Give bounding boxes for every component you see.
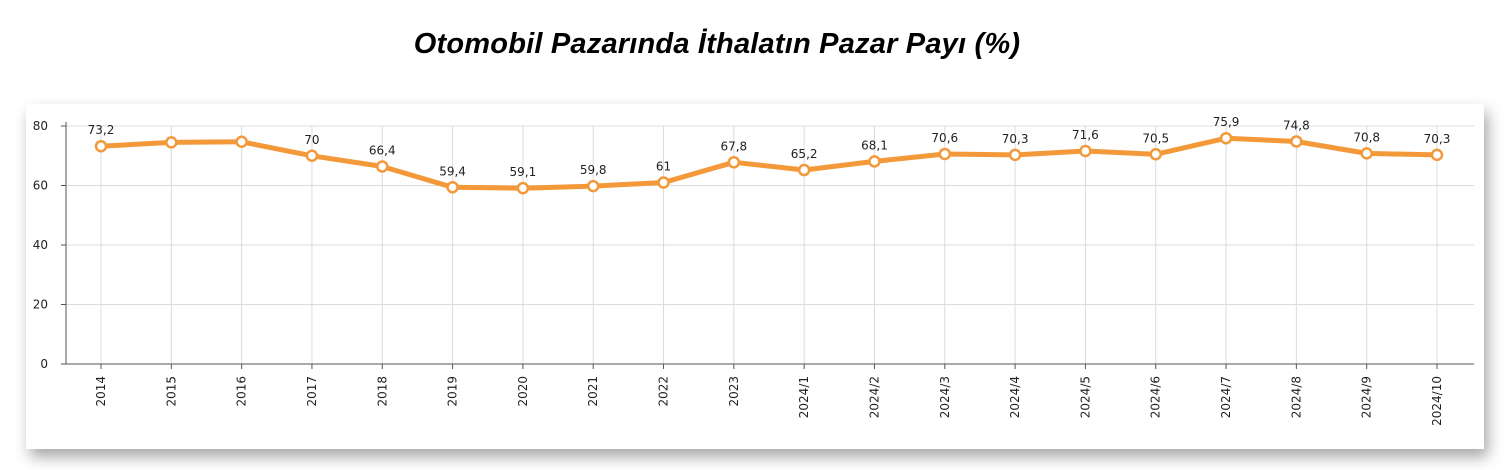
data-label: 71,6 (1072, 128, 1099, 142)
x-tick-label: 2024/5 (1078, 376, 1092, 418)
data-points (94, 131, 1444, 195)
x-tick-label: 2024/10 (1430, 376, 1444, 426)
data-point (516, 181, 530, 195)
x-tick-label: 2024/6 (1149, 376, 1163, 418)
x-tick-label: 2024/7 (1219, 376, 1233, 418)
x-tick-label: 2023 (727, 376, 741, 407)
x-tick-label: 2015 (164, 376, 178, 407)
x-tick-label: 2014 (94, 376, 108, 407)
x-tick-label: 2024/9 (1360, 376, 1374, 418)
data-point (446, 181, 459, 194)
data-point (797, 163, 811, 177)
data-label: 70,5 (1142, 131, 1169, 145)
x-axis-ticks: 2014 2015 2016 2017 2018 2019 2020 2021 2022 2023… (94, 364, 1444, 426)
data-point (1008, 148, 1022, 162)
data-label: 70,6 (931, 131, 958, 145)
chart-title: Otomobil Pazarında İthalatın Pazar Payı … (413, 28, 1021, 60)
x-tick-label: 2021 (586, 376, 600, 407)
x-tick-label: 2018 (375, 376, 389, 407)
x-tick-label: 2022 (657, 376, 671, 407)
x-tick-label: 2024/4 (1008, 376, 1022, 418)
data-label: 70,3 (1002, 132, 1029, 146)
data-label: 65,2 (791, 147, 818, 161)
x-tick-label: 2020 (516, 376, 530, 407)
y-tick-label: 20 (33, 298, 48, 312)
data-label: 61 (656, 160, 671, 174)
data-label: 66,4 (369, 143, 396, 157)
data-point (1149, 148, 1162, 161)
data-point (235, 135, 248, 149)
y-axis-ticks: 0 20 40 60 80 (33, 119, 66, 371)
data-labels: 73,2 70 66,4 59,4 59,1 59,8 61 67,8 65,2 68,1 70,6… (88, 115, 1451, 179)
data-label: 59,1 (510, 165, 537, 179)
data-point (376, 160, 389, 173)
y-tick-label: 40 (33, 238, 48, 252)
grid-lines (66, 125, 1474, 364)
data-point (1290, 135, 1303, 148)
data-label: 70,8 (1353, 130, 1380, 144)
data-point (1360, 147, 1373, 160)
data-label: 59,4 (439, 164, 466, 178)
data-label: 75,9 (1213, 115, 1240, 129)
data-point (938, 147, 952, 161)
data-label: 67,8 (720, 139, 747, 153)
data-point (305, 149, 319, 162)
x-tick-label: 2019 (446, 376, 460, 407)
data-label: 70 (304, 133, 319, 147)
chart-panel: 0 20 40 60 80 2014 2015 2016 2017 2018 2019 2020 20… (26, 104, 1484, 449)
data-point (586, 179, 600, 193)
data-point (1219, 131, 1233, 145)
x-tick-label: 2024/2 (867, 376, 881, 418)
x-tick-label: 2024/1 (797, 376, 811, 418)
data-point (868, 155, 881, 168)
data-point (657, 176, 670, 189)
data-label: 74,8 (1283, 118, 1310, 132)
data-point (165, 136, 178, 149)
data-label: 59,8 (580, 163, 607, 177)
data-label: 70,3 (1424, 132, 1451, 146)
data-point (727, 156, 741, 169)
y-tick-label: 80 (33, 119, 48, 133)
y-tick-label: 60 (33, 179, 48, 193)
x-tick-label: 2024/8 (1289, 376, 1303, 418)
x-tick-label: 2017 (305, 376, 319, 407)
data-point (94, 139, 108, 153)
data-label: 68,1 (861, 138, 888, 152)
y-tick-label: 0 (40, 357, 48, 371)
axes (65, 122, 1474, 365)
x-tick-label: 2024/3 (938, 376, 952, 418)
data-label: 73,2 (88, 123, 115, 137)
x-tick-label: 2016 (235, 376, 249, 407)
data-point (1079, 144, 1092, 158)
data-point (1430, 148, 1444, 162)
series-line (98, 135, 1440, 191)
